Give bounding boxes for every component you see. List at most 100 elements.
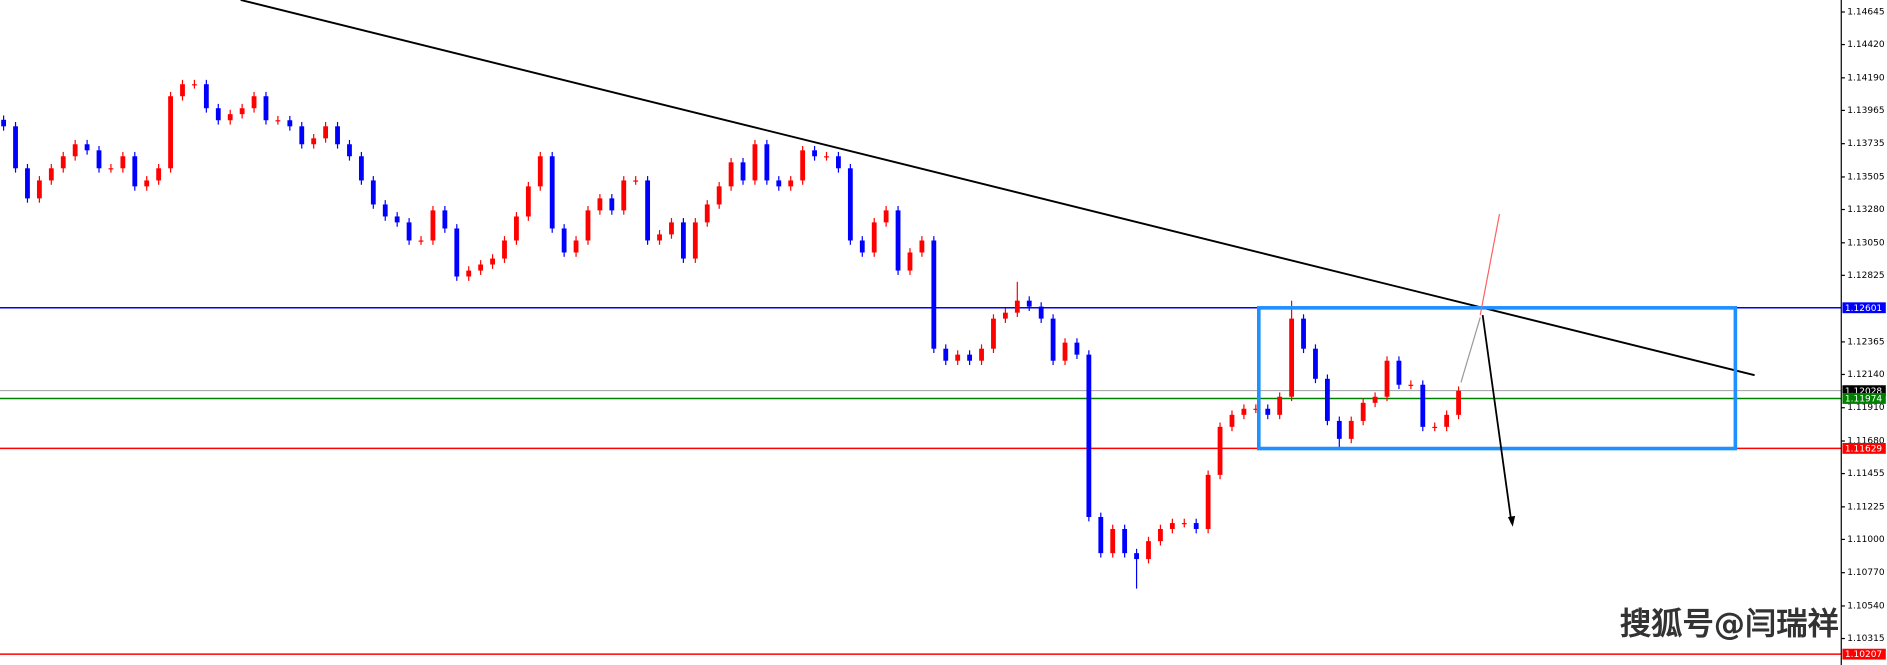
candle-body <box>1002 312 1008 319</box>
candle-body <box>728 162 734 187</box>
candle-body <box>800 150 806 181</box>
candle-body <box>192 84 197 86</box>
candle-body <box>1026 300 1032 307</box>
candle-body <box>1217 426 1223 475</box>
price-axis: 1.14645 1.14420 1.14190 1.13965 1.13735 1.135… <box>1840 0 1886 665</box>
candle-body <box>537 156 543 187</box>
candle-body <box>1074 342 1080 355</box>
candle-body <box>1324 378 1330 421</box>
candle-body <box>1277 396 1283 415</box>
candle-body <box>1158 528 1163 542</box>
candle-body <box>454 228 460 277</box>
y-tick-label: 1.13965 <box>1847 106 1884 116</box>
candle-body <box>1229 414 1235 427</box>
candle-body <box>716 186 722 205</box>
y-tick-label: 1.11680 <box>1847 437 1885 447</box>
candle-body <box>406 222 412 241</box>
candle-body <box>680 222 686 259</box>
candle-body <box>1408 384 1414 386</box>
level-badge <box>1842 393 1886 404</box>
candle-body <box>645 180 651 241</box>
candle-body <box>108 168 114 170</box>
candle-body <box>287 120 293 127</box>
candle-body <box>1146 541 1151 560</box>
y-tick-label: 1.13735 <box>1847 139 1884 149</box>
candle-body <box>478 264 484 271</box>
candle-body <box>859 240 865 253</box>
candle-body <box>979 348 984 361</box>
candle-body <box>1014 300 1020 313</box>
candle-body <box>621 180 627 211</box>
candle-body <box>883 210 889 223</box>
candle-body <box>180 84 185 97</box>
trendline <box>240 0 1755 377</box>
level-label: 1.12601 <box>1845 304 1882 314</box>
candle-body <box>203 84 209 109</box>
y-tick-label: 1.11455 <box>1847 469 1884 479</box>
candle-body <box>48 168 54 181</box>
range-box <box>1256 306 1738 451</box>
y-tick-label: 1.14645 <box>1847 8 1884 18</box>
candle-body <box>514 216 519 241</box>
candle-body <box>84 144 90 151</box>
candle-body <box>1062 342 1068 361</box>
candle-body <box>1348 420 1354 439</box>
candle-body <box>1086 354 1092 517</box>
candle-body <box>1181 523 1187 525</box>
candle-body <box>525 186 531 217</box>
candle-body <box>752 144 758 181</box>
candle-body <box>1420 384 1426 427</box>
level-badge <box>1842 302 1886 314</box>
candle-body <box>227 114 233 121</box>
candle-body <box>1134 553 1139 560</box>
candle-body <box>358 156 364 181</box>
candle-body <box>1241 408 1247 415</box>
candle-body <box>871 222 877 253</box>
candle-body <box>1265 408 1271 415</box>
candle-body <box>931 240 937 349</box>
y-tick-label: 1.12825 <box>1847 271 1884 281</box>
candles <box>1 79 1461 589</box>
candle-body <box>1205 474 1211 529</box>
candle-body <box>394 216 400 223</box>
candle-body <box>633 180 639 182</box>
candle-body <box>824 156 829 158</box>
candle-body <box>490 258 495 265</box>
candle-body <box>740 162 746 181</box>
candle-body <box>943 348 949 361</box>
candle-body <box>466 270 472 277</box>
y-tick-label: 1.12140 <box>1847 370 1885 380</box>
candle-body <box>549 156 555 229</box>
candle-body <box>251 96 257 109</box>
projection-red <box>1479 213 1501 316</box>
level-badge <box>1842 442 1886 454</box>
candle-body <box>1193 523 1199 529</box>
candle-body <box>907 252 913 271</box>
y-tick-label: 1.14420 <box>1847 40 1885 50</box>
candle-body <box>215 108 221 121</box>
candle-body <box>442 210 448 229</box>
candle-body <box>1169 523 1175 529</box>
candle-body <box>967 354 973 361</box>
y-tick-label: 1.11000 <box>1847 535 1885 545</box>
candle-body <box>323 126 329 139</box>
candle-body <box>1289 318 1295 397</box>
y-tick-label: 1.11225 <box>1847 502 1884 512</box>
candle-body <box>1336 420 1342 439</box>
candle-body <box>1110 528 1116 554</box>
candle-body <box>991 318 996 349</box>
candle-body <box>1 119 7 127</box>
candle-body <box>72 144 78 157</box>
candle-body <box>13 126 18 169</box>
candle-body <box>895 210 901 271</box>
level-badge <box>1842 648 1886 660</box>
candle-body <box>36 180 42 199</box>
candle-body <box>1432 426 1438 429</box>
y-tick-label: 1.11910 <box>1847 403 1885 413</box>
y-tick-label: 1.12365 <box>1847 337 1884 347</box>
watermark: 搜狐号@闫瑞祥 <box>1620 606 1839 642</box>
y-tick-label: 1.10315 <box>1847 634 1884 644</box>
level-label: 1.12028 <box>1845 387 1883 397</box>
